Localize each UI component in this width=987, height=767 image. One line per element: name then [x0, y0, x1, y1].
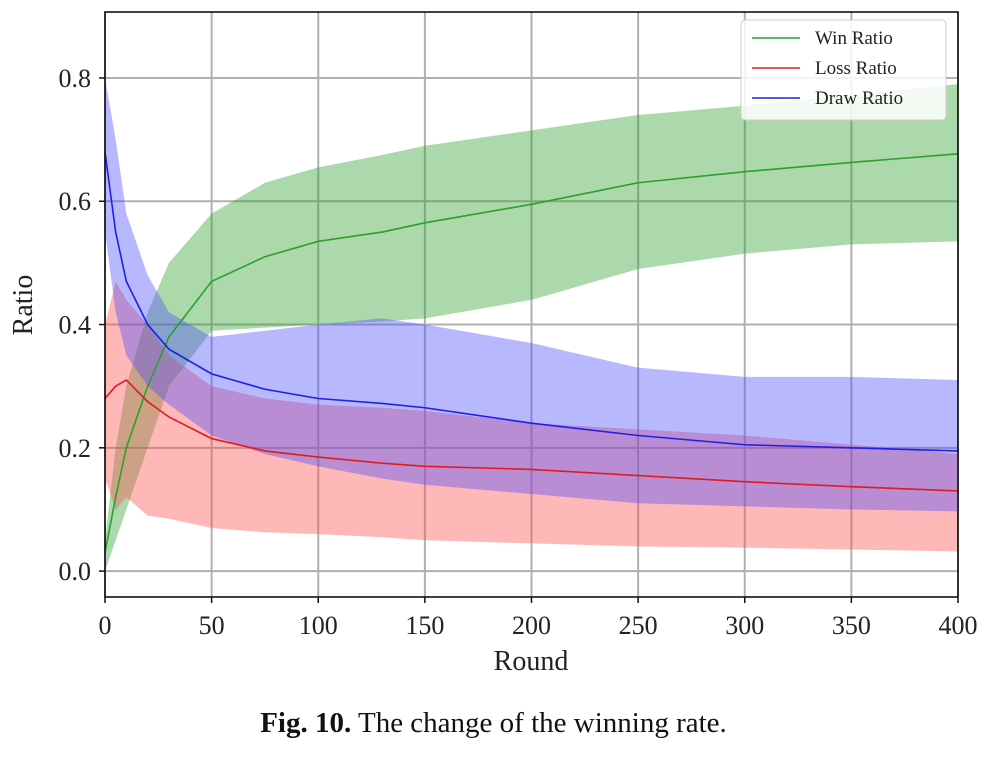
confidence-bands [105, 77, 958, 572]
legend-label-draw-ratio: Draw Ratio [815, 88, 903, 109]
legend: Win Ratio Loss Ratio Draw Ratio [740, 19, 947, 121]
caption-label: Fig. 10. [260, 707, 352, 739]
y-tick-label: 0.6 [59, 187, 92, 216]
caption-text: The change of the winning rate. [351, 707, 727, 739]
x-tick-label: 0 [99, 611, 112, 640]
draw-ratio-line [104, 151, 959, 452]
y-tick-label: 0.4 [59, 311, 92, 340]
figure-caption: Fig. 10. The change of the winning rate. [0, 707, 987, 740]
x-tick-label: 100 [299, 611, 338, 640]
loss-ratio-band [105, 281, 958, 552]
x-tick-label: 300 [725, 611, 764, 640]
draw-ratio-band [105, 77, 958, 512]
y-tick-label: 0.2 [59, 434, 92, 463]
legend-box [740, 19, 947, 121]
y-axis-label: Ratio [8, 275, 39, 336]
x-tick-label: 400 [939, 611, 978, 640]
win-ratio-line [104, 152, 959, 553]
line-chart: 0 50 100 150 200 250 300 350 4000.00.20.40.60.8 … [8, 11, 978, 677]
legend-label-loss-ratio: Loss Ratio [815, 58, 897, 79]
x-axis-label: Round [494, 646, 569, 677]
loss-ratio-line [104, 379, 959, 492]
series-lines [104, 151, 959, 553]
x-tick-label: 50 [199, 611, 225, 640]
win-ratio-band [105, 84, 958, 572]
legend-label-win-ratio: Win Ratio [815, 28, 893, 49]
y-tick-label: 0.0 [59, 557, 92, 586]
y-tick-label: 0.8 [59, 64, 92, 93]
x-tick-label: 350 [832, 611, 871, 640]
x-tick-label: 150 [405, 611, 444, 640]
axis-ticks: 0 50 100 150 200 250 300 350 400 0.0 0.2 0.4 0.6 0.8 [59, 64, 978, 640]
x-tick-label: 200 [512, 611, 551, 640]
x-tick-label: 250 [619, 611, 658, 640]
